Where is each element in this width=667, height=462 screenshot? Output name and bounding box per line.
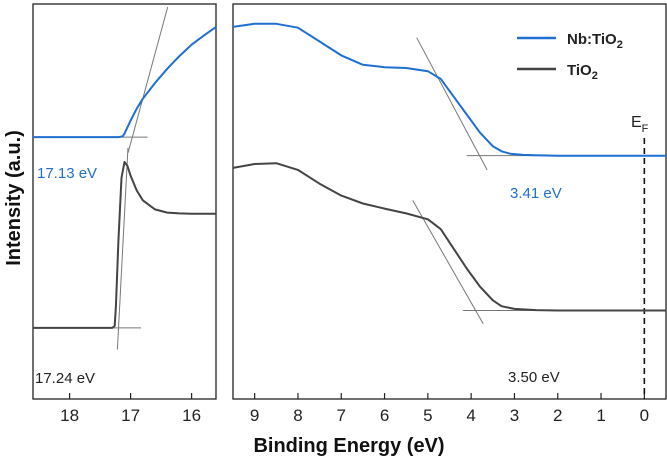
left-tangent-lines bbox=[85, 6, 169, 350]
legend-label-tio2: TiO2 bbox=[567, 62, 598, 82]
series-line-tio2-left bbox=[33, 161, 216, 329]
left-plot-frame bbox=[32, 3, 217, 400]
onset-label-tio2-left: 17.24 eV bbox=[35, 370, 95, 387]
x-tick-label-right-1: 1 bbox=[596, 406, 605, 425]
right-series bbox=[232, 22, 666, 312]
series-line-nb-tio2-left bbox=[33, 26, 217, 139]
tangent-nb-tio2-left bbox=[127, 6, 169, 153]
x-tick-label-right-8: 8 bbox=[293, 406, 302, 425]
onset-label-nb-tio2-right: 3.41 eV bbox=[510, 185, 562, 202]
x-tick-label-right-3: 3 bbox=[510, 406, 519, 425]
x-tick-label-right-0: 0 bbox=[640, 406, 649, 425]
left-x-ticks: 18 17 16 bbox=[60, 393, 201, 425]
x-tick-label-right-6: 6 bbox=[380, 406, 389, 425]
tangent-tio2-right bbox=[412, 200, 484, 324]
x-tick-label-right-2: 2 bbox=[553, 406, 562, 425]
right-x-ticks: 9 8 7 6 5 4 3 2 1 0 bbox=[250, 393, 649, 425]
x-tick-label-right-9: 9 bbox=[250, 406, 259, 425]
legend: Nb:TiO2 TiO2 bbox=[517, 31, 623, 82]
onset-label-tio2-right: 3.50 eV bbox=[508, 369, 560, 386]
left-panel: 18 17 16 17.13 eV 17.24 eV bbox=[32, 3, 217, 425]
series-line-nb-tio2-right bbox=[232, 22, 666, 157]
series-line-tio2-right bbox=[232, 162, 666, 312]
x-tick-label-left-18: 18 bbox=[60, 406, 79, 425]
legend-label-tio2-main: TiO bbox=[567, 62, 592, 79]
x-tick-label-right-4: 4 bbox=[466, 406, 475, 425]
x-tick-label-left-16: 16 bbox=[182, 406, 201, 425]
left-series bbox=[33, 26, 217, 329]
right-plot-frame bbox=[232, 3, 667, 400]
right-tangent-lines bbox=[412, 37, 666, 324]
x-tick-label-left-17: 17 bbox=[121, 406, 140, 425]
legend-label-tio2-sub: 2 bbox=[592, 70, 598, 82]
fermi-label-main: E bbox=[631, 114, 642, 131]
x-axis-title: Binding Energy (eV) bbox=[253, 435, 444, 457]
fermi-level-label: EF bbox=[631, 114, 649, 135]
legend-label-nb-tio2-sub: 2 bbox=[617, 39, 623, 51]
fermi-label-sub: F bbox=[642, 123, 649, 135]
y-axis-title: Intensity (a.u.) bbox=[3, 130, 25, 266]
legend-label-nb-tio2: Nb:TiO2 bbox=[567, 31, 623, 51]
x-tick-label-right-7: 7 bbox=[337, 406, 346, 425]
tangent-nb-tio2-right bbox=[416, 37, 488, 171]
x-tick-label-right-5: 5 bbox=[423, 406, 432, 425]
tangent-tio2-left bbox=[116, 147, 129, 350]
legend-label-nb-tio2-main: Nb:TiO bbox=[567, 31, 617, 48]
onset-label-nb-tio2-left: 17.13 eV bbox=[37, 165, 97, 182]
